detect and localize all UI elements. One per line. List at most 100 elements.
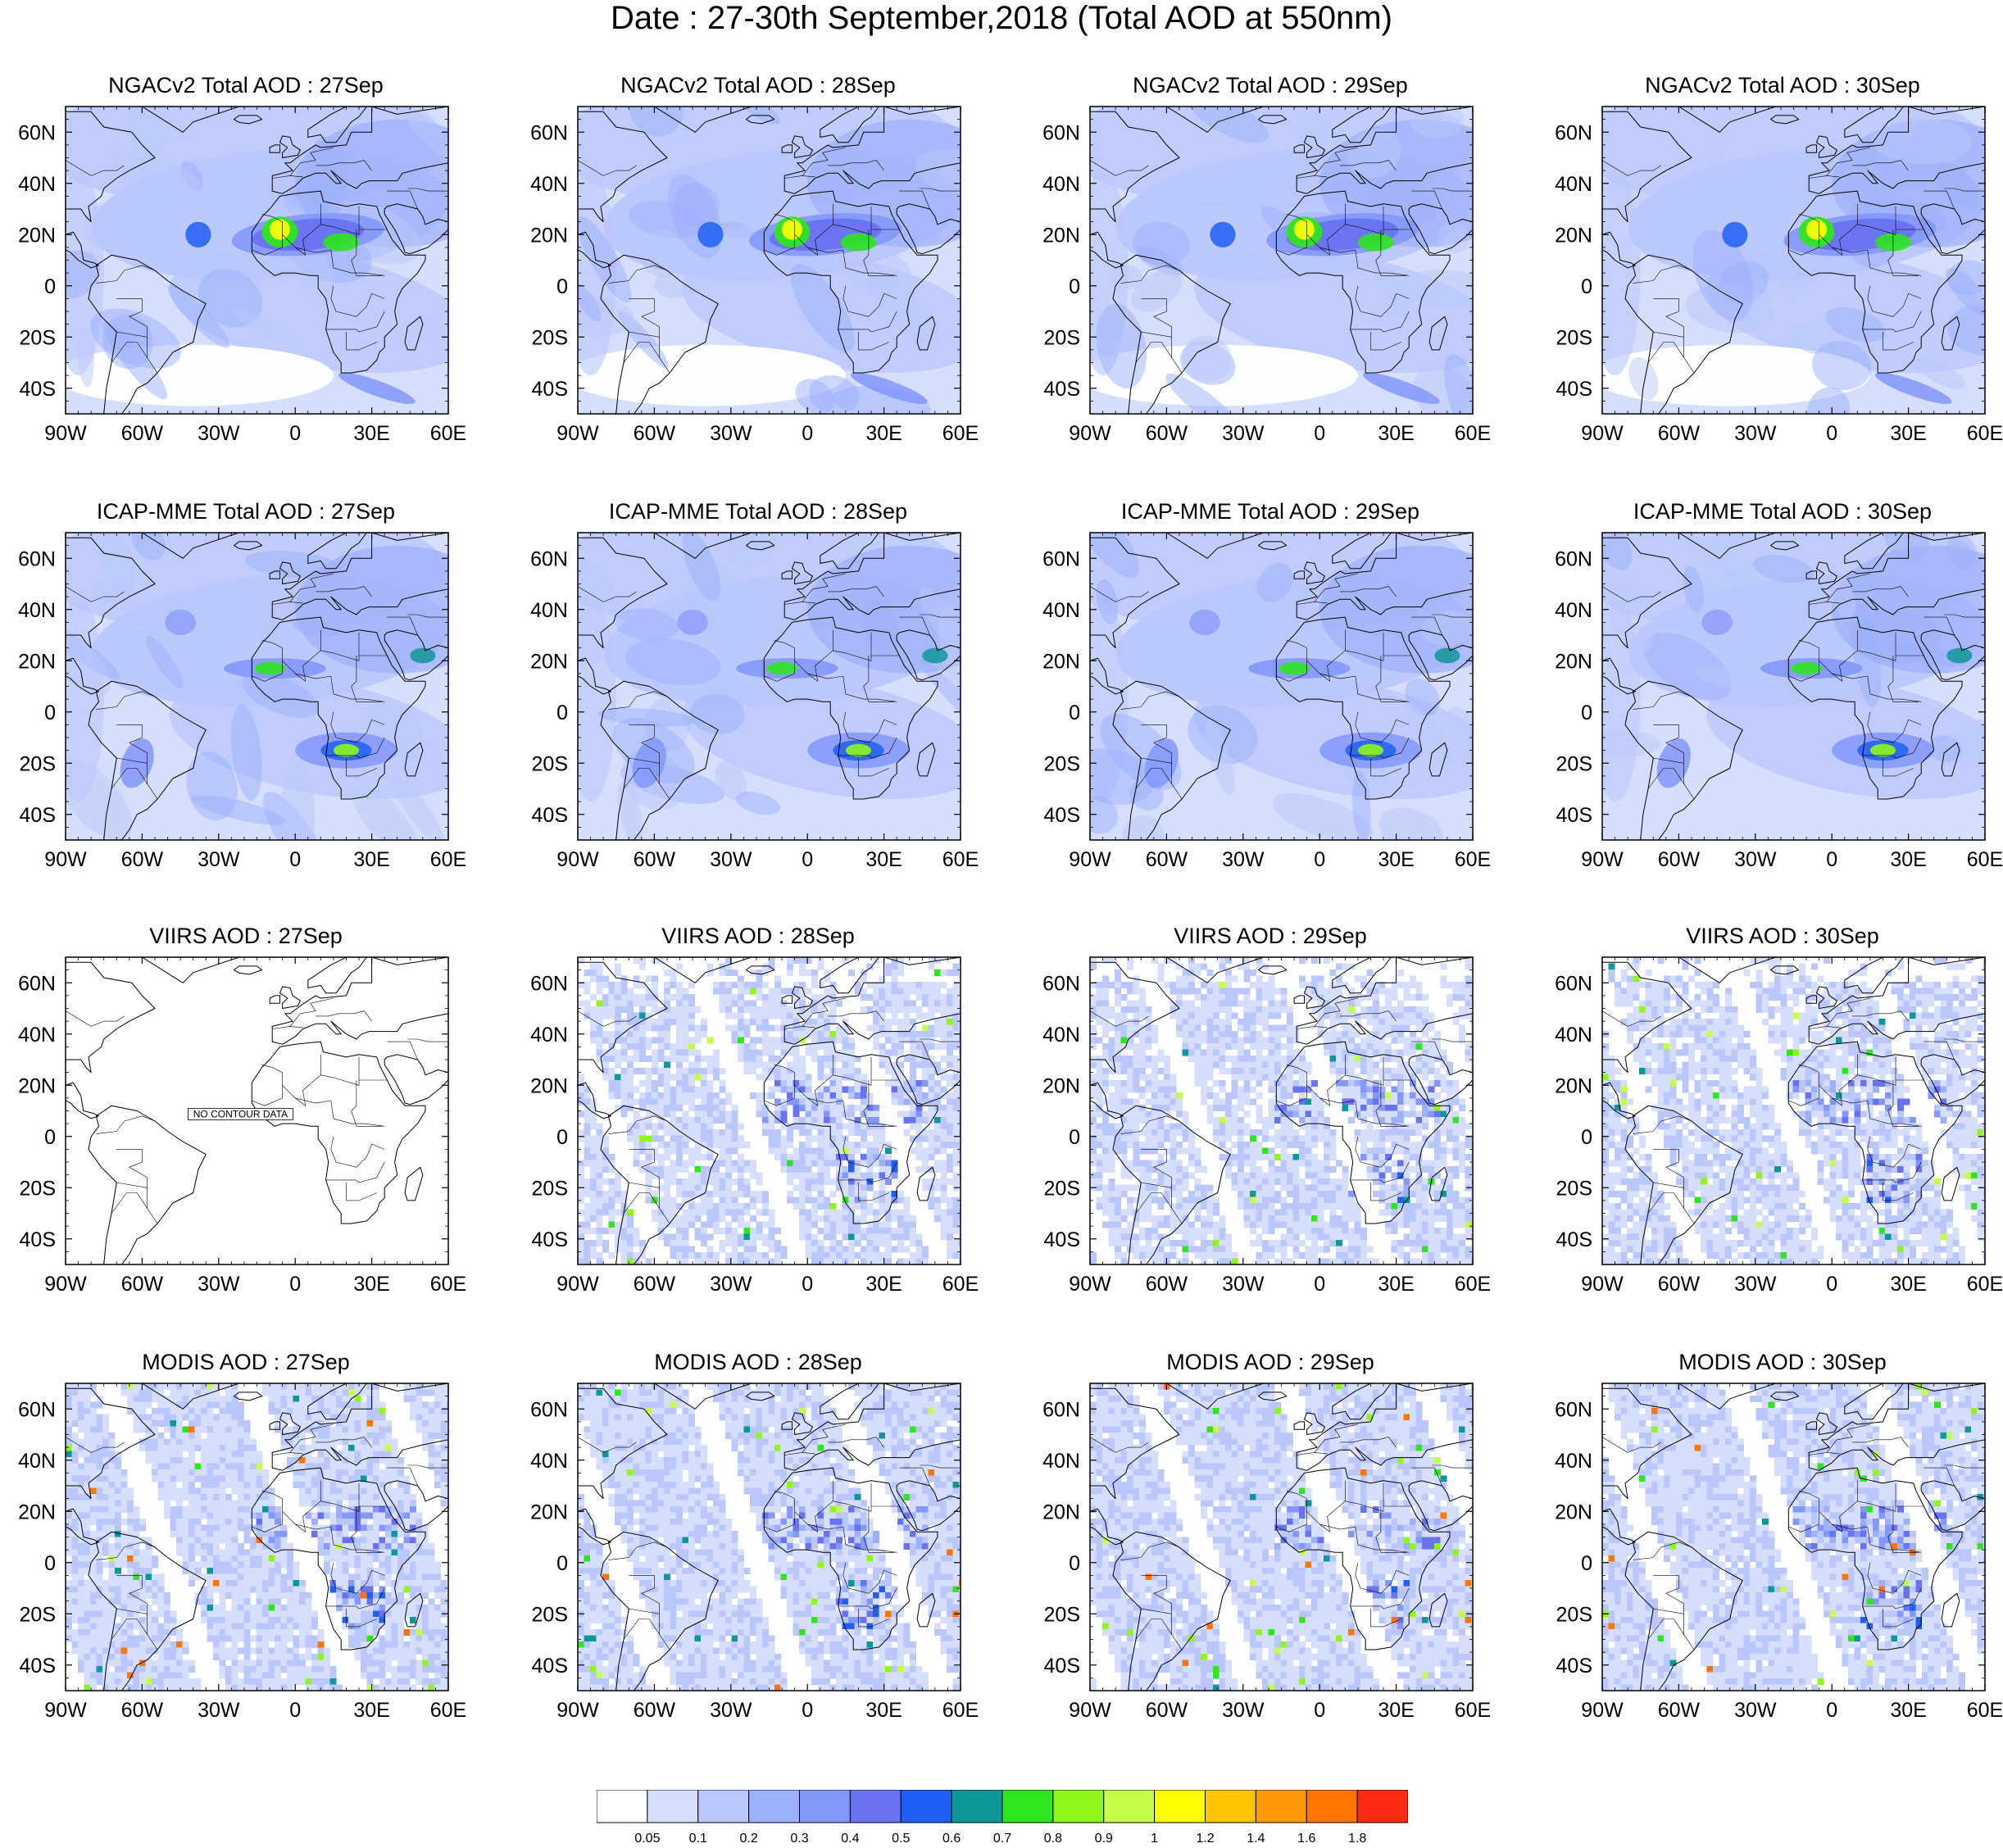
colorbar-label: 1.2 <box>1196 1832 1214 1846</box>
lat-tick-label: 0 <box>1581 1126 1592 1149</box>
lon-tick-label: 60E <box>1455 1273 1491 1296</box>
lon-tick-label: 0 <box>1314 1273 1325 1296</box>
country-border <box>807 1097 897 1127</box>
lon-tick-label: 90W <box>1069 848 1111 871</box>
lat-tick-label: 20S <box>1556 752 1592 775</box>
country-border <box>330 285 385 317</box>
lon-tick-label: 30E <box>353 848 389 871</box>
country-border <box>1355 1562 1410 1594</box>
country-border <box>346 332 377 351</box>
country-border <box>629 757 670 800</box>
country-border <box>828 1437 884 1448</box>
lat-tick-label: 0 <box>1581 702 1592 724</box>
country-border <box>1276 661 1307 682</box>
country-border <box>1653 1149 1684 1188</box>
map-panel: NGACv2 Total AOD : 27Sep 90W 60W 30W 0 30E 60E… <box>0 72 492 482</box>
lat-tick-label: 40N <box>530 1024 568 1047</box>
coastline-scandinavia <box>1844 1383 1904 1420</box>
country-border <box>1653 757 1695 800</box>
country-border <box>1883 332 1914 351</box>
panel-title: NGACv2 Total AOD : 28Sep <box>620 73 896 98</box>
lon-tick-label: 90W <box>556 848 599 871</box>
country-border <box>1809 1452 1840 1455</box>
coastlines <box>1602 1383 1985 1691</box>
country-border <box>1340 1010 1397 1022</box>
country-border <box>1809 602 1840 605</box>
coastline-greenland <box>653 957 752 983</box>
lon-tick-label: 60W <box>121 422 164 445</box>
country-border <box>920 188 961 192</box>
coastline-northAmerica <box>578 1387 668 1500</box>
map-panel: VIIRS AOD : 27Sep NO CONTOUR DATA 90W 60W 30… <box>0 923 492 1333</box>
map-canvas: 90W 60W 30W 0 30E 60E 60N 40N 20N 0 20S 40S <box>1042 532 1491 871</box>
lat-tick-label: 20S <box>1556 326 1592 349</box>
lon-tick-label: 30E <box>353 1699 389 1722</box>
aod-field <box>1602 957 1985 1265</box>
lon-tick-label: 30W <box>198 1699 240 1722</box>
country-border <box>1857 206 1896 235</box>
coastline-centralAmerica <box>578 1508 611 1546</box>
map-canvas: 90W 60W 30W 0 30E 60E 60N 40N 20N 0 20S 40S <box>18 532 466 871</box>
country-border <box>1924 190 1955 210</box>
lon-tick-label: 30W <box>198 1273 240 1296</box>
country-border <box>1826 147 1870 176</box>
coastlines <box>578 107 961 414</box>
country-border <box>1653 1182 1695 1224</box>
country-border <box>784 602 815 605</box>
country-border <box>351 1506 383 1553</box>
country-border <box>111 342 148 363</box>
country-border <box>608 265 668 284</box>
lon-tick-label: 30W <box>710 422 752 445</box>
map-canvas: 90W 60W 30W 0 30E 60E 60N 40N 20N 0 20S 40S <box>1042 956 1491 1296</box>
country-border <box>1375 1506 1407 1553</box>
country-border <box>838 1161 897 1183</box>
coastline-madagascar <box>1941 1166 1960 1201</box>
coastline-europe <box>271 533 448 620</box>
coastline-northAmerica <box>1602 961 1692 1074</box>
lon-tick-label: 60E <box>430 1699 466 1722</box>
coastline-greenland <box>141 107 240 133</box>
lon-tick-label: 30W <box>1734 1273 1777 1296</box>
coastline-britain <box>279 135 301 158</box>
country-border <box>1883 1183 1914 1201</box>
lat-tick-label: 60N <box>18 972 56 995</box>
country-border <box>807 1523 897 1553</box>
country-border <box>66 160 125 176</box>
lat-tick-label: 0 <box>44 702 56 724</box>
lon-tick-label: 30W <box>1222 848 1265 871</box>
country-border <box>1370 758 1401 777</box>
coastlines <box>66 533 448 840</box>
coastlines <box>1602 533 1985 840</box>
coastline-greenland <box>141 957 240 983</box>
country-border <box>899 616 930 636</box>
lat-tick-label: 0 <box>44 275 56 298</box>
coastline-britain <box>1304 561 1325 584</box>
country-border <box>843 1562 897 1594</box>
lat-tick-label: 60N <box>18 547 56 570</box>
lon-tick-label: 60E <box>1967 1273 2003 1296</box>
coastline-britain <box>1816 561 1837 584</box>
country-border <box>116 1182 158 1224</box>
coastline-europe <box>271 1383 448 1471</box>
map-panel: MODIS AOD : 28Sep 90W 60W 30W 0 30E 60E 60N 40N 2… <box>512 1349 1004 1759</box>
coastline-europe <box>783 107 961 194</box>
coastline-ireland <box>269 1421 280 1430</box>
coastline-britain <box>279 1412 301 1435</box>
lon-tick-label: 60E <box>430 422 466 445</box>
colorbar-label: 0.6 <box>942 1832 961 1846</box>
country-border <box>858 332 889 351</box>
map-panel: VIIRS AOD : 30Sep 90W 60W 30W 0 30E 60E 60N 40N 2… <box>1537 923 2003 1333</box>
country-border <box>1319 247 1410 276</box>
coastline-southAmerica <box>1112 1531 1231 1691</box>
lat-tick-label: 20N <box>1042 1501 1080 1523</box>
country-border <box>807 673 897 702</box>
country-border <box>387 190 418 210</box>
country-border <box>325 737 385 759</box>
map-panel: NGACv2 Total AOD : 29Sep 90W 60W 30W 0 30E 60E… <box>1024 72 1516 482</box>
country-border <box>116 298 148 338</box>
country-border <box>1432 188 1473 192</box>
country-border <box>833 632 872 661</box>
coastline-greenland <box>653 1383 752 1410</box>
lon-tick-label: 30E <box>353 1273 389 1296</box>
lon-tick-label: 0 <box>1314 422 1325 445</box>
